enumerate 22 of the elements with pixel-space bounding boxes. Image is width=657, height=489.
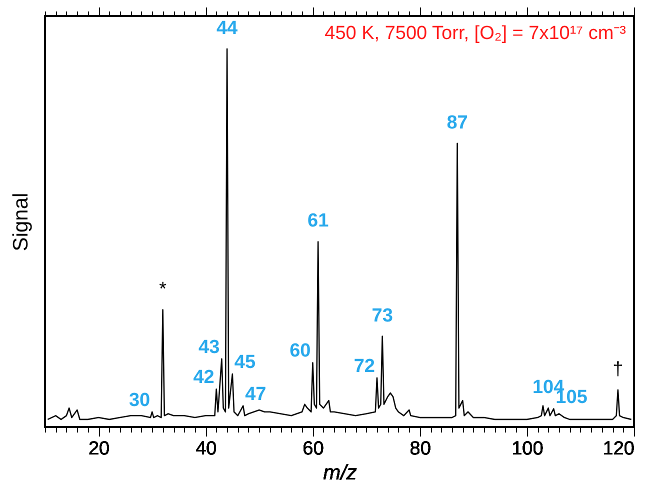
y-axis-title: Signal [10, 192, 32, 252]
annotation: 72 [354, 356, 375, 377]
annotation: † [612, 358, 624, 380]
annotation: 42 [193, 367, 214, 388]
x-tick-label: 120 [602, 438, 634, 460]
annotation: * [159, 278, 168, 300]
annotation: 44 [216, 18, 238, 39]
x-tick-label: 40 [196, 438, 217, 460]
x-tick-label: 80 [410, 438, 431, 460]
annotation: 47 [245, 384, 266, 405]
x-tick-label: 20 [88, 438, 110, 460]
annotation: 45 [234, 352, 256, 374]
x-tick-label: 100 [512, 438, 544, 460]
annotation: 61 [308, 210, 330, 232]
x-tick-label: 60 [302, 438, 324, 460]
annotation: 60 [290, 340, 311, 362]
text: 450 K, 7500 Torr, [O₂] = 7x10¹⁷ cm⁻³ [324, 23, 626, 44]
annotation: 73 [372, 305, 393, 326]
annotation: 43 [198, 336, 220, 358]
annotation: 87 [446, 112, 468, 134]
x-axis-title: m/z [323, 462, 358, 484]
annotation: 30 [128, 390, 150, 411]
